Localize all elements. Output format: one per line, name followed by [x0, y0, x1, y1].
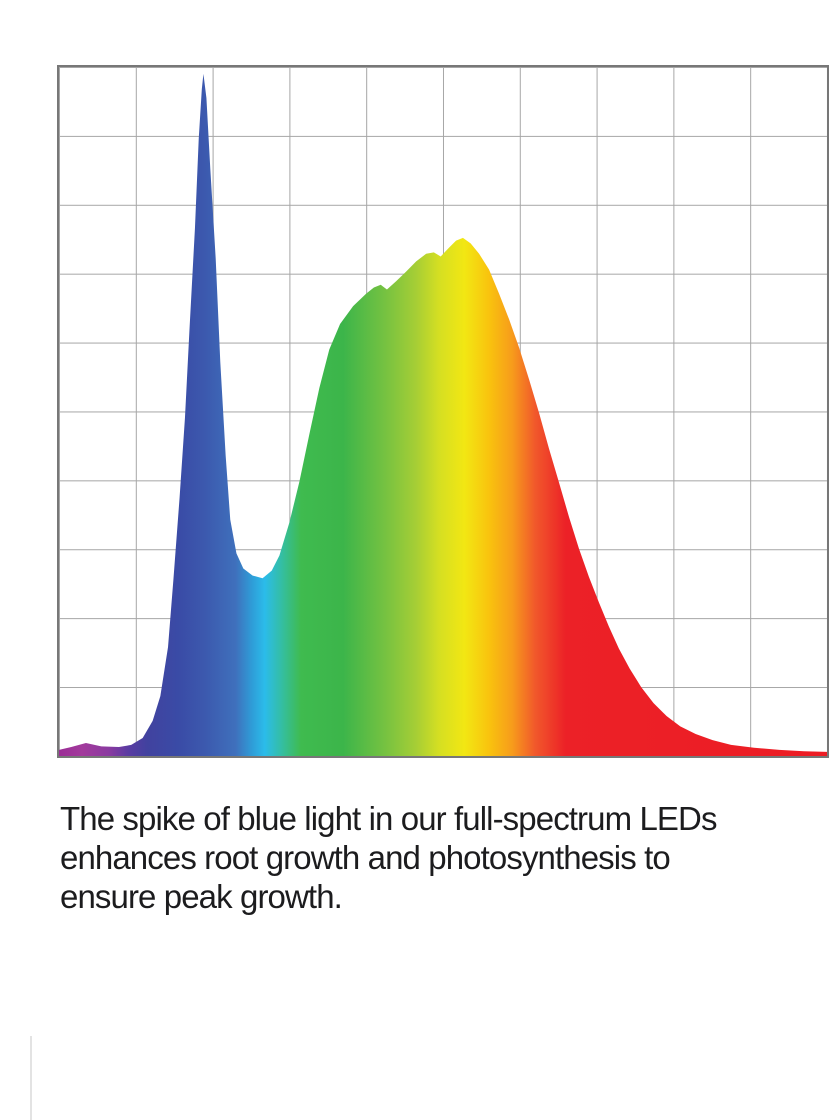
spectrum-area-shape — [59, 73, 827, 756]
caption-line-2: enhances root growth and photosynthesis … — [60, 839, 671, 876]
caption-line-3: ensure peak growth. — [60, 878, 343, 915]
spectrum-chart-figure — [57, 65, 829, 758]
page-edge-rule — [30, 1036, 32, 1120]
plot-area — [59, 67, 827, 756]
spectrum-area-svg — [59, 73, 827, 756]
caption: The spike of blue light in our full-spec… — [60, 799, 717, 916]
caption-line-1: The spike of blue light in our full-spec… — [60, 800, 717, 837]
